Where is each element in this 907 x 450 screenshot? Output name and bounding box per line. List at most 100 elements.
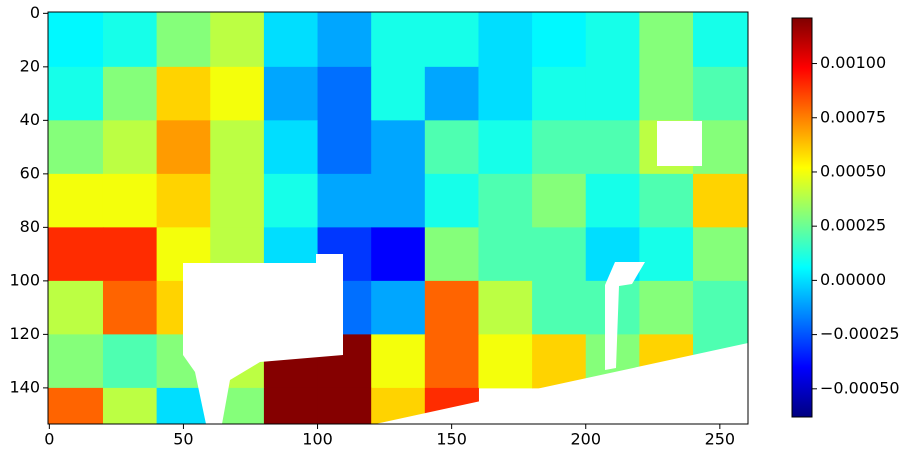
y-tick-label: 140 (9, 377, 40, 396)
colorbar-tick-label: −0.00025 (820, 324, 900, 343)
heat-cell (318, 388, 372, 425)
heat-cell (264, 12, 318, 67)
heat-cell (48, 174, 103, 228)
heat-cell (210, 12, 264, 67)
heat-cell (157, 174, 211, 228)
heat-cell (103, 120, 157, 174)
heat-cell (425, 334, 479, 388)
heat-cell (48, 12, 103, 67)
y-tick-label: 120 (9, 324, 40, 343)
heat-cell (693, 227, 748, 281)
heat-cell (639, 227, 693, 281)
heat-cell (210, 120, 264, 174)
heat-cell (48, 67, 103, 121)
heat-cell (318, 67, 372, 121)
heat-cell (371, 12, 425, 67)
heat-cell (532, 174, 586, 228)
heat-cell (586, 174, 640, 228)
colorbar-tick-label: 0.00050 (820, 161, 886, 180)
x-tick-label: 150 (436, 430, 467, 449)
heat-cell (103, 227, 157, 281)
heat-cell (48, 388, 103, 425)
heat-cell (48, 227, 103, 281)
colorbar-tick-label: 0.00025 (820, 216, 886, 235)
heat-cell (478, 334, 532, 388)
colorbar-tick-label: 0.00075 (820, 107, 886, 126)
heat-cell (425, 67, 479, 121)
heat-cell (478, 281, 532, 335)
heat-cell (157, 120, 211, 174)
heat-cell (48, 281, 103, 335)
heat-cell (318, 174, 372, 228)
heat-cell (586, 120, 640, 174)
heat-cell (639, 12, 693, 67)
heat-cell (48, 120, 103, 174)
heat-cell (103, 334, 157, 388)
heat-cell (478, 12, 532, 67)
heat-cell (371, 227, 425, 281)
heat-cell (264, 120, 318, 174)
heat-cell (371, 67, 425, 121)
heat-cell (532, 120, 586, 174)
heat-cell (693, 174, 748, 228)
heat-cell (425, 120, 479, 174)
heat-cell (693, 67, 748, 121)
heat-cell (157, 12, 211, 67)
heat-cell (478, 227, 532, 281)
x-tick-label: 0 (44, 430, 54, 449)
heat-cell (693, 12, 748, 67)
mask-region (657, 121, 702, 166)
heat-cell (318, 120, 372, 174)
y-tick-label: 100 (9, 270, 40, 289)
colorbar-tick-label: 0.00100 (820, 53, 886, 72)
heat-cell (103, 174, 157, 228)
y-tick-label: 0 (30, 3, 40, 22)
heat-cell (693, 281, 748, 335)
heat-cell (639, 67, 693, 121)
x-tick-label: 100 (302, 430, 333, 449)
heat-cell (371, 174, 425, 228)
heat-cell (639, 281, 693, 335)
y-tick-label: 60 (20, 163, 40, 182)
y-tick-label: 40 (20, 110, 40, 129)
colorbar-tick-label: −0.00050 (820, 378, 900, 397)
heat-cell (425, 281, 479, 335)
heatmap (48, 12, 749, 425)
heat-cell (157, 67, 211, 121)
heat-cell (532, 227, 586, 281)
heat-cell (639, 174, 693, 228)
chart: 0 50 100 150 200 250 0 20 40 60 80 100 120 140 −0.0005… (0, 0, 907, 450)
heat-cell (103, 12, 157, 67)
heat-cell (425, 12, 479, 67)
heat-cell (371, 281, 425, 335)
heat-cell (425, 174, 479, 228)
x-tick-label: 200 (570, 430, 601, 449)
x-tick-label: 250 (705, 430, 736, 449)
heat-cell (478, 174, 532, 228)
heat-cell (48, 334, 103, 388)
heat-cell (210, 174, 264, 228)
colorbar (792, 18, 812, 417)
heat-cell (264, 67, 318, 121)
y-tick-label: 80 (20, 217, 40, 236)
heat-cell (318, 12, 372, 67)
heat-cell (103, 388, 157, 425)
heat-cell (210, 67, 264, 121)
heat-cell (425, 227, 479, 281)
heat-cell (586, 67, 640, 121)
heat-cell (264, 388, 318, 425)
heat-cell (371, 334, 425, 388)
heat-cell (532, 281, 586, 335)
heat-cell (371, 120, 425, 174)
heat-cell (532, 12, 586, 67)
heat-cell (478, 67, 532, 121)
colorbar-tick-label: 0.00000 (820, 270, 886, 289)
heat-cell (103, 67, 157, 121)
x-tick-label: 50 (173, 430, 193, 449)
heat-cell (264, 174, 318, 228)
y-tick-label: 20 (20, 56, 40, 75)
heat-cell (532, 67, 586, 121)
heat-cell (478, 120, 532, 174)
heat-cell (103, 281, 157, 335)
heat-cell (586, 12, 640, 67)
